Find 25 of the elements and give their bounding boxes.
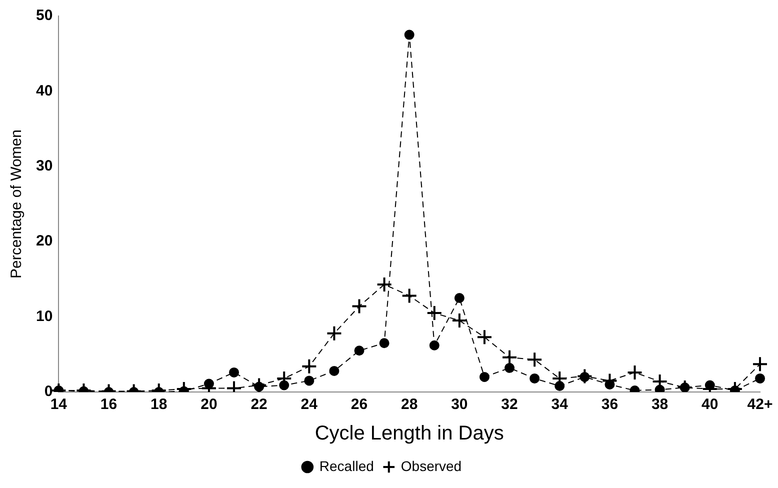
x-tick-label: 26 bbox=[350, 396, 368, 414]
x-tick-label: 38 bbox=[651, 396, 668, 414]
x-tick-label: 42+ bbox=[747, 396, 773, 414]
x-tick-label: 32 bbox=[501, 396, 518, 414]
x-tick-label: 22 bbox=[250, 396, 268, 414]
x-tick-label: 34 bbox=[551, 396, 569, 414]
x-tick-label: 40 bbox=[702, 396, 718, 414]
y-tick-label: 40 bbox=[36, 82, 53, 100]
y-tick-label: 10 bbox=[36, 308, 53, 325]
y-tick-label: 50 bbox=[36, 7, 53, 24]
x-tick-label: 24 bbox=[300, 396, 318, 414]
y-tick-label: 30 bbox=[36, 158, 53, 175]
x-tick-label: 28 bbox=[401, 396, 418, 414]
x-tick-label: 18 bbox=[150, 396, 168, 414]
x-tick-label: 20 bbox=[200, 396, 218, 414]
x-tick-label: 30 bbox=[451, 396, 468, 414]
legend-label: Recalled bbox=[319, 458, 374, 474]
x-tick-label: 36 bbox=[601, 396, 618, 414]
y-tick-label: 20 bbox=[36, 232, 53, 250]
legend-label: Observed bbox=[400, 458, 462, 474]
x-axis-title: Cycle Length in Days bbox=[314, 422, 504, 445]
y-axis-title: Percentage of Women bbox=[8, 130, 26, 278]
x-tick-label: 16 bbox=[100, 396, 118, 414]
y-tick-label: 0 bbox=[44, 383, 53, 400]
x-tick-label: 14 bbox=[50, 396, 68, 414]
